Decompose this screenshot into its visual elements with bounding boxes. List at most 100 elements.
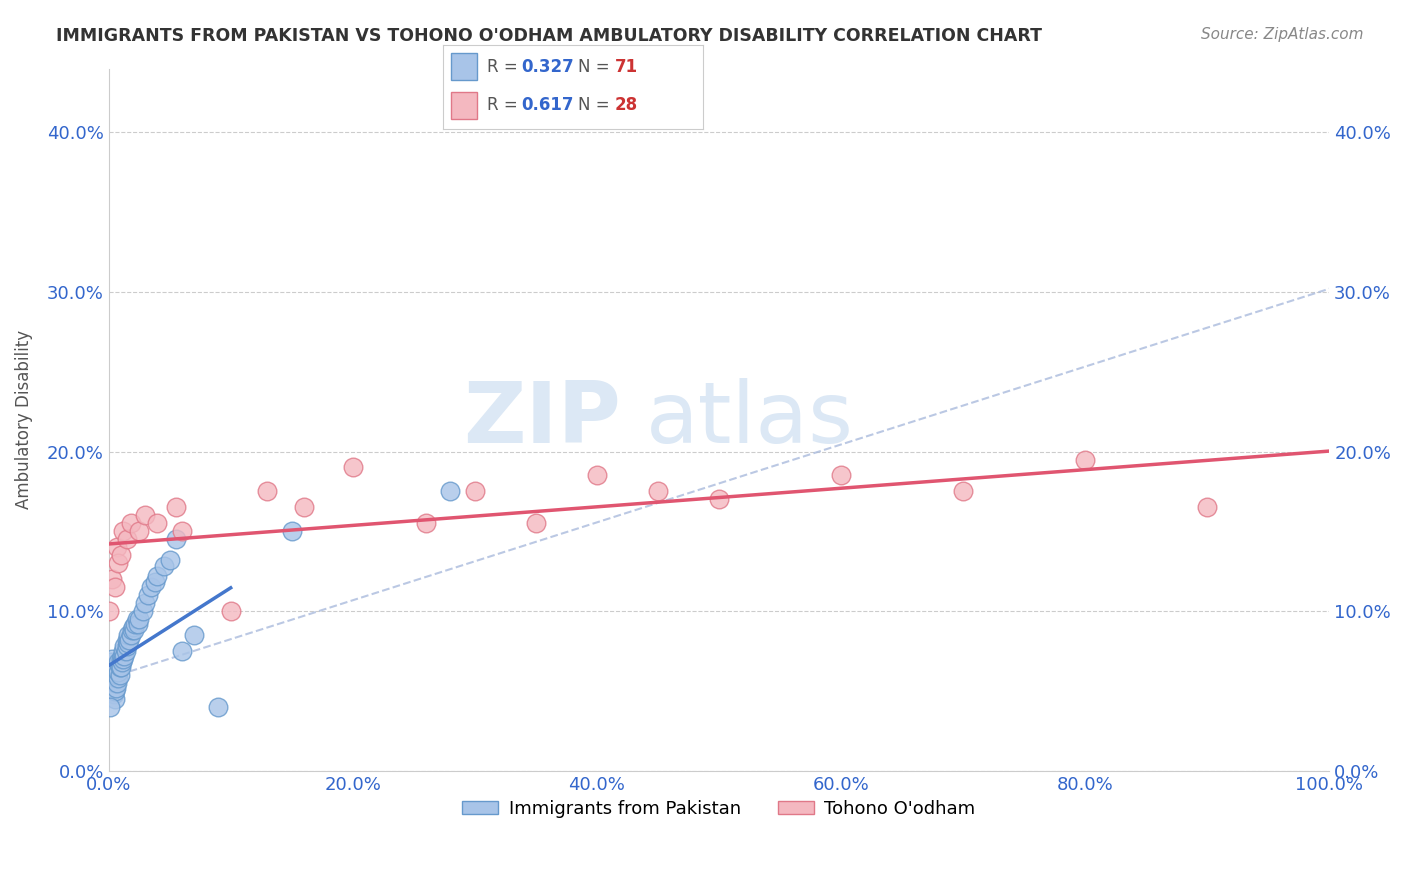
Point (256, 484, 278, 499)
Point (124, 616, 146, 631)
Point (101, 668, 124, 682)
Point (97, 604, 120, 618)
Point (112, 524, 135, 539)
Y-axis label: Ambulatory Disability: Ambulatory Disability (15, 330, 32, 509)
Point (104, 691, 127, 706)
Text: ZIP: ZIP (464, 378, 621, 461)
Point (103, 662, 125, 676)
Text: IMMIGRANTS FROM PAKISTAN VS TOHONO O'ODHAM AMBULATORY DISABILITY CORRELATION CHA: IMMIGRANTS FROM PAKISTAN VS TOHONO O'ODH… (56, 27, 1042, 45)
Point (103, 668, 125, 682)
Point (105, 668, 128, 682)
Point (107, 655, 129, 669)
Point (586, 468, 609, 483)
Point (98, 660, 121, 674)
Point (464, 484, 486, 499)
Point (120, 516, 142, 531)
Point (114, 644, 136, 658)
Point (100, 671, 122, 685)
Point (110, 660, 132, 674)
Point (115, 632, 138, 647)
Point (152, 559, 174, 574)
Point (110, 548, 132, 562)
Point (127, 616, 149, 631)
Point (952, 484, 974, 499)
Point (165, 500, 187, 515)
Point (98, 676, 121, 690)
Point (104, 681, 127, 695)
Point (146, 516, 169, 531)
Point (107, 556, 129, 570)
Text: 71: 71 (614, 58, 638, 76)
Point (125, 612, 148, 626)
Text: N =: N = (578, 58, 614, 76)
Point (103, 681, 125, 695)
Point (159, 553, 181, 567)
Point (1197, 500, 1219, 515)
Point (1074, 452, 1097, 467)
Point (107, 671, 129, 685)
Point (170, 524, 193, 539)
Point (98, 699, 121, 714)
Point (112, 652, 135, 666)
Point (104, 676, 127, 690)
Point (105, 541, 128, 555)
Point (143, 575, 166, 590)
Point (112, 644, 135, 658)
Point (101, 660, 124, 674)
Point (136, 588, 159, 602)
Point (101, 652, 124, 666)
Point (128, 612, 150, 626)
Point (104, 684, 127, 698)
Point (524, 516, 547, 531)
Point (292, 500, 315, 515)
Point (165, 533, 187, 547)
Point (100, 684, 122, 698)
Point (183, 628, 205, 642)
Text: R =: R = (486, 58, 523, 76)
Point (103, 687, 125, 701)
Point (342, 460, 364, 475)
Point (647, 484, 669, 499)
Text: N =: N = (578, 96, 614, 114)
Legend: Immigrants from Pakistan, Tohono O'odham: Immigrants from Pakistan, Tohono O'odham (456, 792, 983, 825)
Point (111, 648, 134, 663)
Point (104, 668, 127, 682)
Text: R =: R = (486, 96, 523, 114)
Point (122, 620, 145, 634)
Point (280, 524, 302, 539)
Point (120, 628, 142, 642)
Point (114, 639, 136, 653)
Point (108, 668, 131, 682)
Point (707, 492, 730, 507)
Point (132, 604, 155, 618)
Point (118, 632, 141, 647)
Text: 0.617: 0.617 (520, 96, 574, 114)
Point (104, 662, 127, 676)
Text: Source: ZipAtlas.com: Source: ZipAtlas.com (1201, 27, 1364, 42)
Point (219, 604, 242, 618)
Point (107, 665, 129, 679)
Point (100, 660, 122, 674)
Point (170, 644, 193, 658)
Point (117, 636, 139, 650)
Point (101, 676, 124, 690)
Point (111, 655, 134, 669)
Point (104, 580, 127, 594)
Bar (451, 92, 477, 120)
Point (830, 468, 852, 483)
Point (114, 648, 136, 663)
Point (128, 524, 150, 539)
Point (101, 572, 124, 586)
Point (117, 628, 139, 642)
Text: 0.327: 0.327 (520, 58, 574, 76)
Point (134, 508, 156, 523)
Point (146, 569, 169, 583)
Point (104, 671, 127, 685)
Point (415, 516, 437, 531)
Point (115, 639, 138, 653)
Text: atlas: atlas (645, 378, 853, 461)
Text: 28: 28 (614, 96, 638, 114)
Point (101, 684, 124, 698)
Point (115, 533, 138, 547)
Point (100, 676, 122, 690)
